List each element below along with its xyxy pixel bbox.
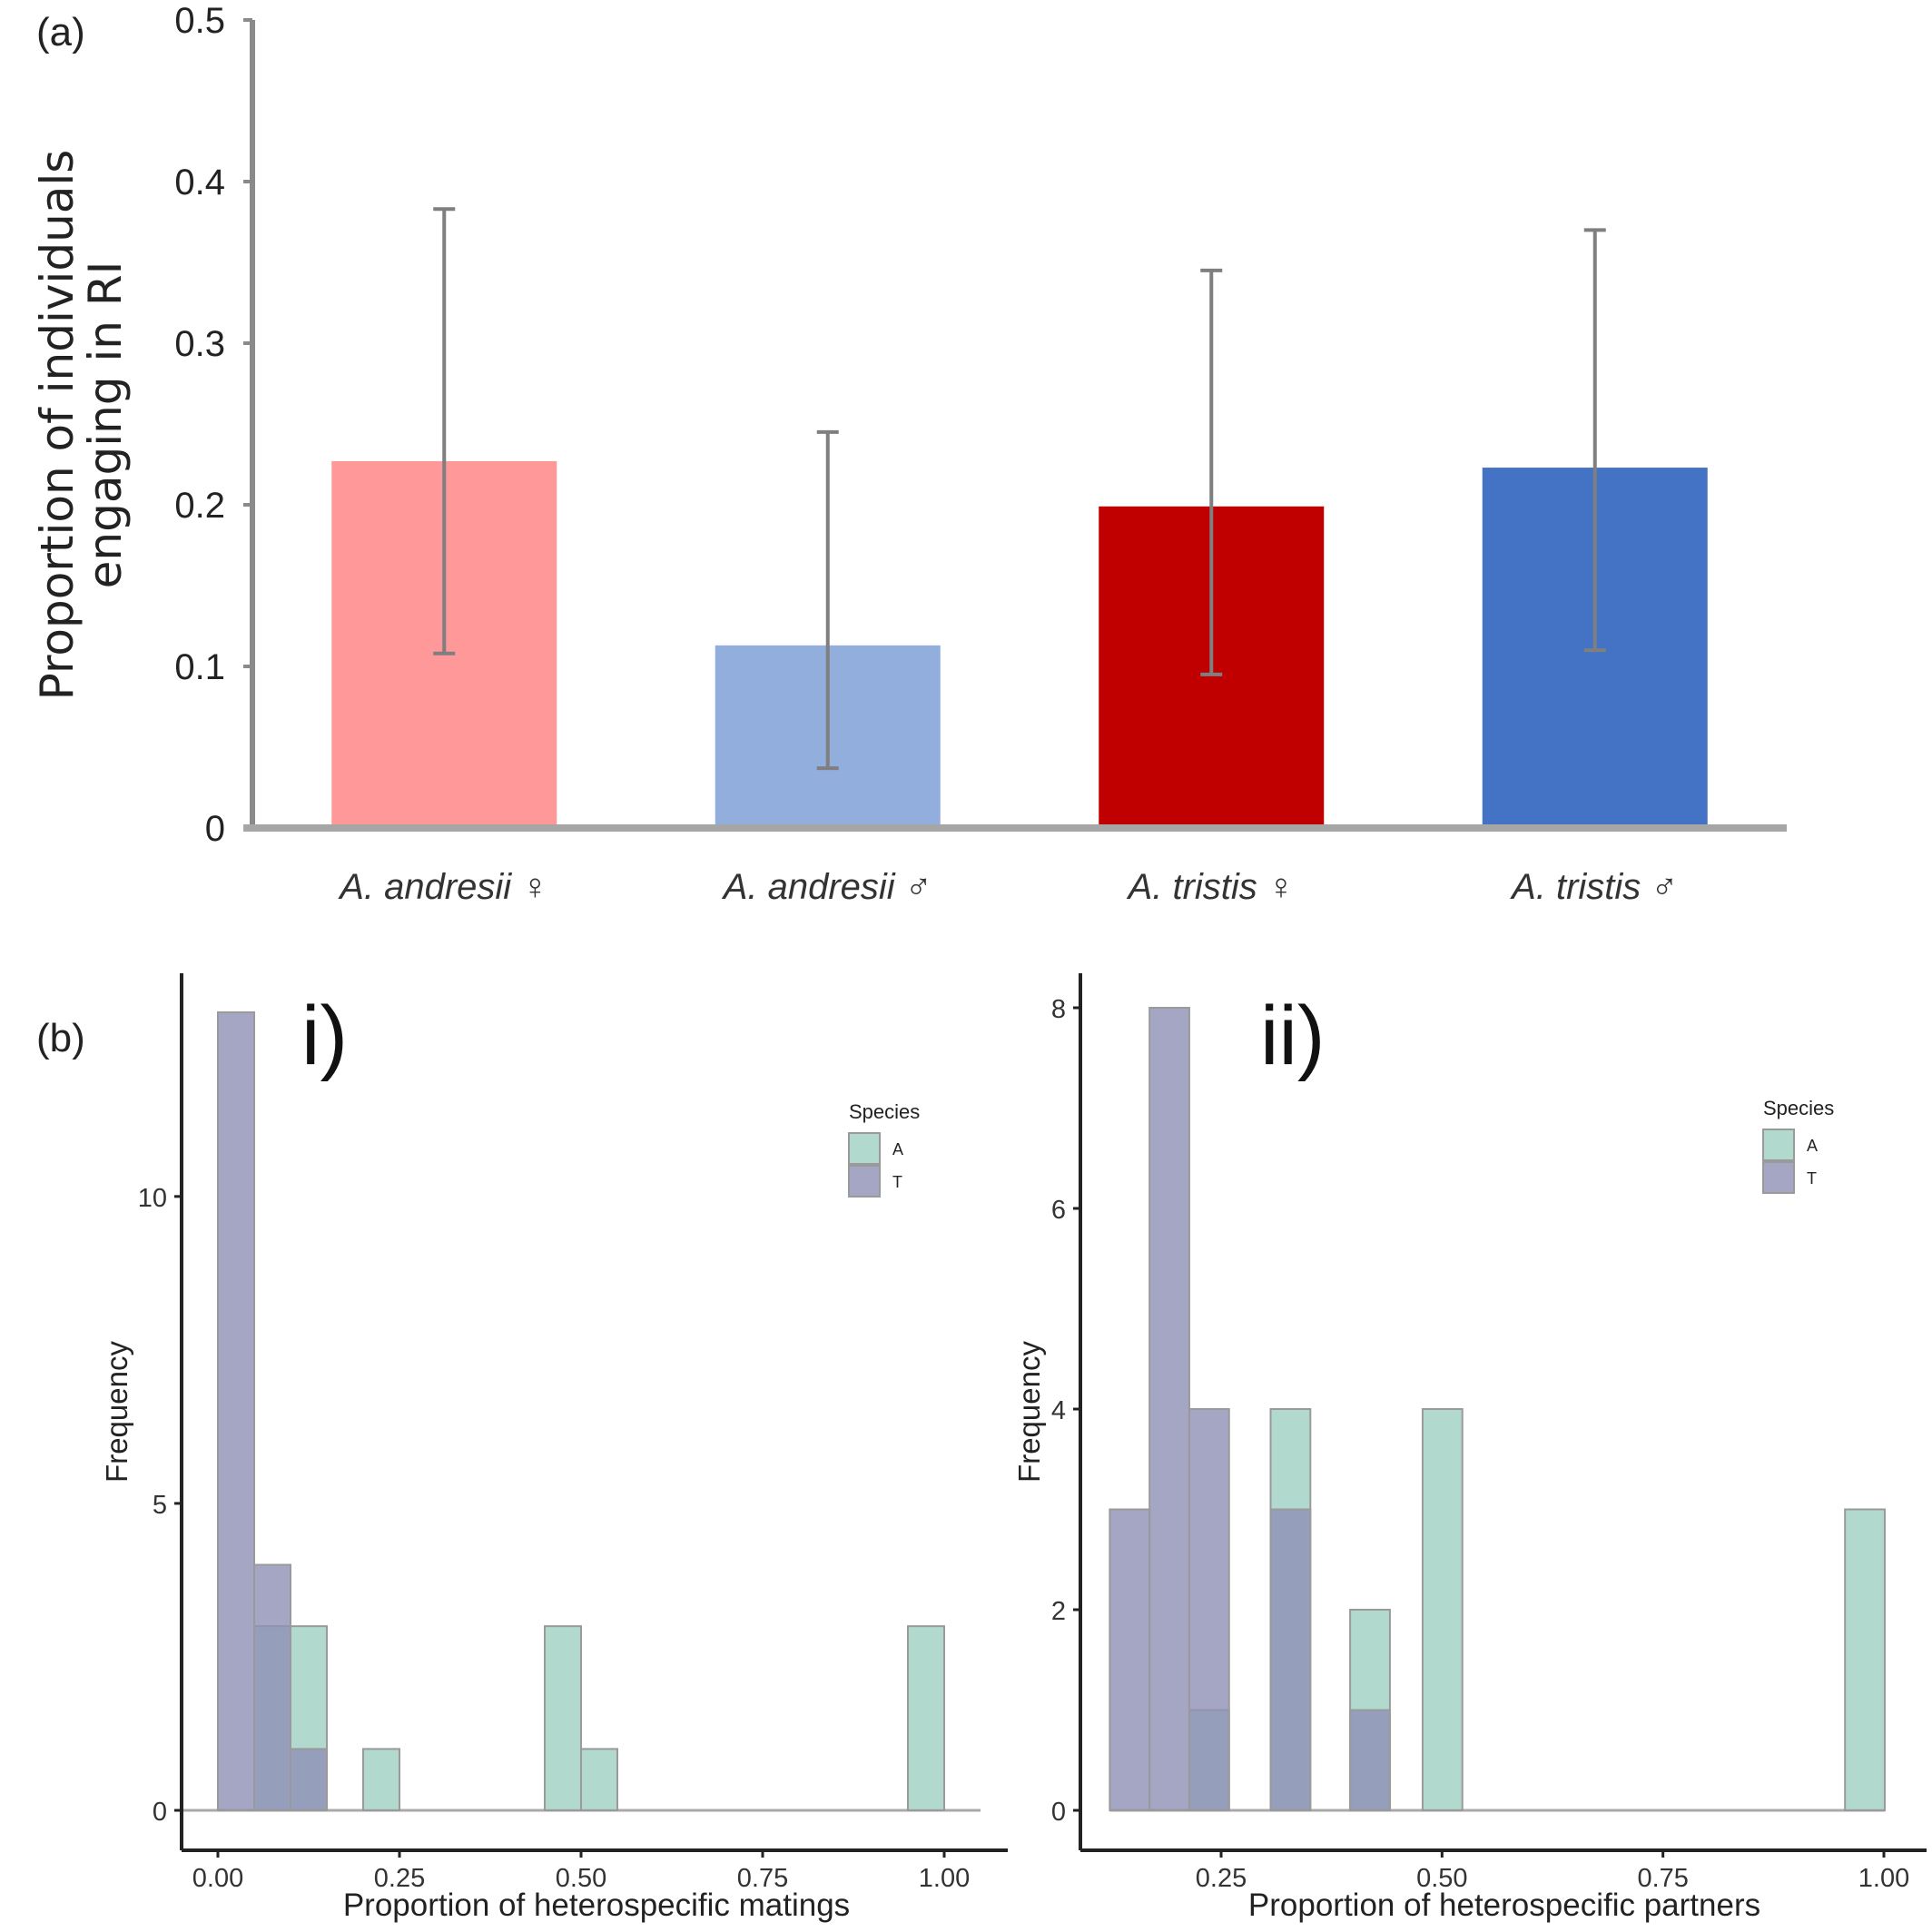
- histogram-bar-T: [1349, 1709, 1391, 1811]
- panel-a-error-bars: [433, 207, 1606, 771]
- y-axis-label-line2: engaging in RI: [79, 261, 132, 589]
- panel-b-ii: ii) 0 2 4 6 8 0.25 0.50 0.75 1.00 Proportion of …: [1012, 973, 1927, 1923]
- legend-key-A: [848, 1132, 881, 1165]
- panel-b-i: i) 0 5 10 0.00 0.25 0.50 0.75 1.00 Proportion o…: [100, 973, 1008, 1923]
- histogram-bar-T: [253, 1563, 291, 1811]
- x-tick-label: 0.25: [1196, 1864, 1247, 1893]
- histogram-bar-A: [907, 1625, 945, 1811]
- y-tick-label: 0.2: [174, 486, 225, 526]
- histogram-bar-T: [290, 1748, 328, 1812]
- panel-b-ii-x-axis-label: Proportion of heterospecific partners: [1248, 1888, 1760, 1923]
- panel-a-bars: [331, 460, 1708, 828]
- histogram-bar-T: [1188, 1408, 1230, 1811]
- panel-a-y-ticks: 0 0.1 0.2 0.3 0.4 0.5: [174, 1, 252, 849]
- legend-title: Species: [849, 1100, 920, 1123]
- y-tick-label: 0: [153, 1798, 167, 1827]
- histogram-bar-T: [217, 1011, 255, 1811]
- x-tick-label: 0.75: [737, 1864, 788, 1893]
- y-tick-label: 0: [1051, 1798, 1066, 1827]
- x-tick-label: A. tristis ♂: [1510, 867, 1678, 907]
- y-tick-label: 8: [1051, 995, 1066, 1024]
- histogram-bar-T: [1269, 1508, 1312, 1811]
- legend-label-A: A: [892, 1140, 903, 1158]
- histogram-bar-T: [1109, 1508, 1151, 1811]
- panel-b-ii-legend: Species AT: [1762, 1097, 1834, 1194]
- y-tick-label: 5: [153, 1491, 167, 1520]
- legend-label-T: T: [892, 1173, 902, 1191]
- histogram-bar-A: [1844, 1508, 1886, 1811]
- x-tick-label: 0.00: [192, 1864, 243, 1893]
- x-tick-label: A. andresii ♀: [338, 867, 548, 907]
- panel-b-i-axes: [180, 973, 1008, 1852]
- legend-label-A: A: [1807, 1137, 1818, 1155]
- x-tick-label: A. andresii ♂: [722, 867, 932, 907]
- panel-b-ii-ticks: 0 2 4 6 8 0.25 0.50 0.75 1.00: [1051, 995, 1909, 1893]
- panel-b-ii-sublabel: ii): [1260, 990, 1326, 1082]
- legend-key-T: [848, 1165, 881, 1198]
- histogram-bar-A: [362, 1748, 400, 1812]
- panel-a-y-axis-label: Proportion of individuals engaging in RI: [31, 150, 132, 701]
- x-tick-label: 0.75: [1637, 1864, 1688, 1893]
- panel-b-i-bars: [182, 1011, 981, 1812]
- x-tick-label: 0.50: [1416, 1864, 1467, 1893]
- x-tick-label: 1.00: [1858, 1864, 1909, 1893]
- panel-a-x-tick-labels: A. andresii ♀ A. andresii ♂ A. tristis ♀ A.…: [338, 867, 1678, 907]
- panel-b-ii-y-axis-label: Frequency: [1012, 1341, 1046, 1483]
- panel-b-i-x-axis-label: Proportion of heterospecific matings: [343, 1888, 850, 1923]
- y-tick-label: 4: [1051, 1396, 1066, 1425]
- y-tick-label: 0.3: [174, 324, 225, 364]
- panel-a-axes: [243, 20, 1787, 832]
- y-tick-label: 6: [1051, 1196, 1066, 1225]
- panel-a-label: (a): [36, 10, 85, 54]
- legend-label-T: T: [1807, 1169, 1817, 1188]
- panel-a: (a) Proportion of individuals engaging i…: [31, 1, 1787, 907]
- panel-b-ii-bars: [1109, 1007, 1886, 1812]
- x-tick-label: A. tristis ♀: [1127, 867, 1295, 907]
- y-tick-label: 0: [205, 809, 225, 849]
- y-tick-label: 10: [138, 1184, 167, 1213]
- panel-b-i-y-axis-label: Frequency: [100, 1341, 133, 1483]
- panel-b-i-sublabel: i): [301, 990, 348, 1082]
- histogram-bar-A: [580, 1748, 618, 1812]
- legend-key-A: [1762, 1129, 1795, 1161]
- x-tick-label: 1.00: [919, 1864, 970, 1893]
- x-tick-label: 0.25: [374, 1864, 425, 1893]
- histogram-bar-A: [544, 1625, 582, 1811]
- y-tick-label: 0.4: [174, 163, 225, 202]
- histogram-bar-A: [1421, 1408, 1464, 1811]
- y-tick-label: 2: [1051, 1597, 1066, 1626]
- histogram-bar-T: [1148, 1007, 1190, 1811]
- y-tick-label: 0.5: [174, 1, 225, 41]
- legend-key-T: [1762, 1161, 1795, 1194]
- legend-title: Species: [1763, 1097, 1834, 1119]
- panel-b-i-ticks: 0 5 10 0.00 0.25 0.50 0.75 1.00: [138, 1184, 970, 1893]
- panel-b-label: (b): [36, 1016, 85, 1060]
- y-tick-label: 0.1: [174, 647, 225, 687]
- y-axis-label-line1: Proportion of individuals: [31, 150, 84, 701]
- panel-b-i-legend: Species AT: [848, 1100, 920, 1198]
- x-tick-label: 0.50: [556, 1864, 606, 1893]
